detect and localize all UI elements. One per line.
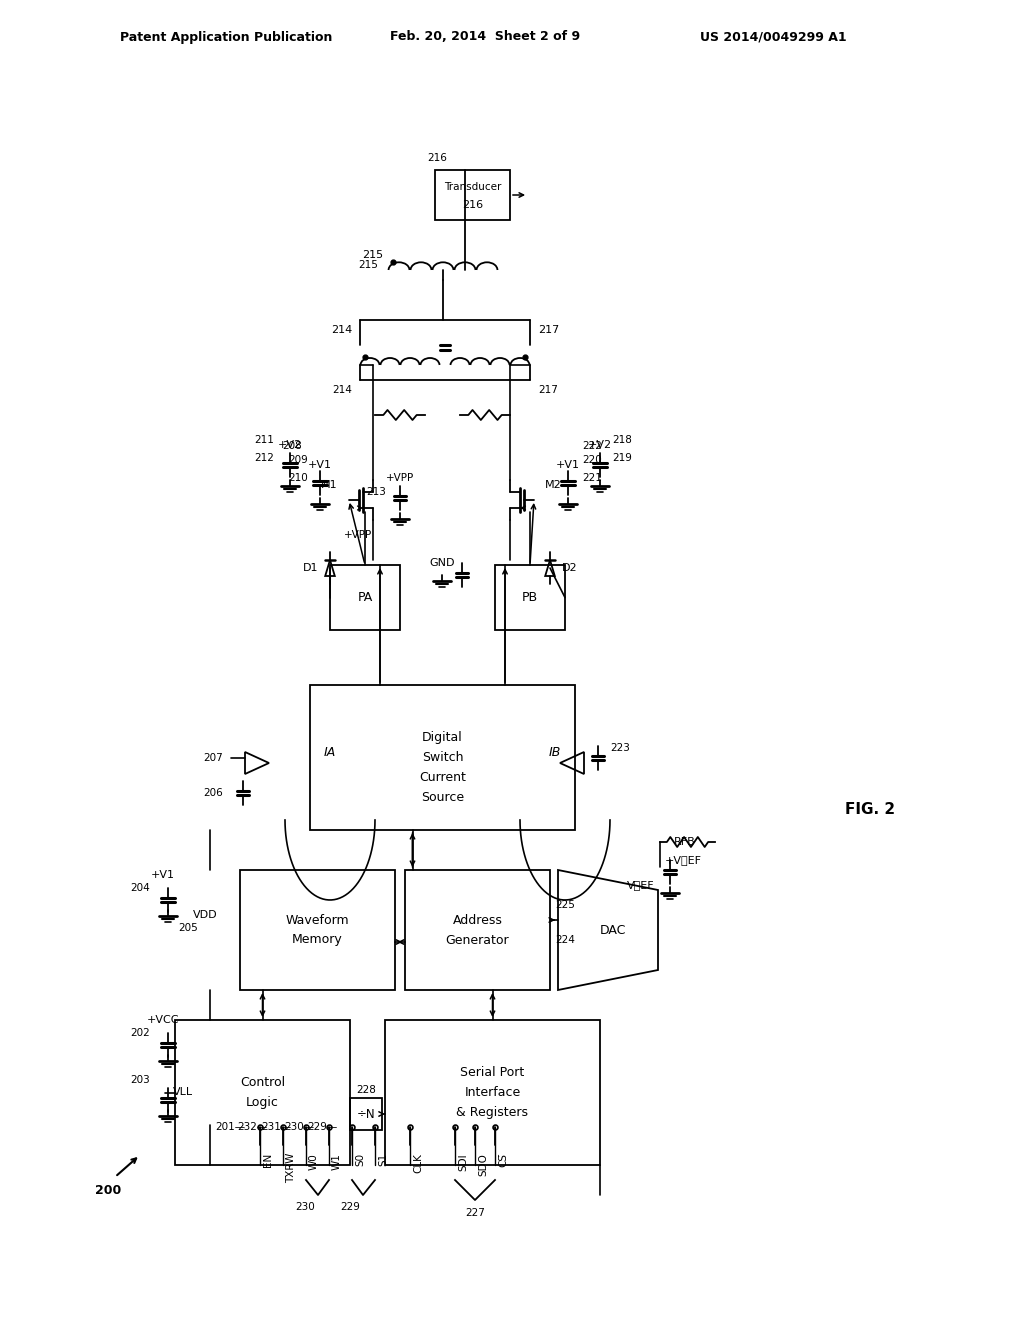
Text: S1: S1 xyxy=(378,1152,388,1167)
Text: Current: Current xyxy=(419,771,466,784)
Text: VDD: VDD xyxy=(193,909,218,920)
Text: Serial Port: Serial Port xyxy=(461,1067,524,1078)
Text: 205: 205 xyxy=(178,923,198,933)
Text: 228: 228 xyxy=(356,1085,376,1096)
Text: Generator: Generator xyxy=(445,933,509,946)
Text: 206: 206 xyxy=(203,788,223,799)
Text: 211: 211 xyxy=(254,436,274,445)
Bar xyxy=(495,565,565,630)
Text: +V1: +V1 xyxy=(308,459,332,470)
Text: 215: 215 xyxy=(358,260,378,271)
Text: V₝EF: V₝EF xyxy=(628,880,655,890)
Text: EN: EN xyxy=(263,1152,273,1167)
Text: +V1: +V1 xyxy=(556,459,580,470)
Text: Waveform: Waveform xyxy=(286,913,349,927)
Text: +V1: +V1 xyxy=(151,870,175,880)
Text: PB: PB xyxy=(522,591,538,605)
Text: 203: 203 xyxy=(130,1074,150,1085)
Text: +V₝EF: +V₝EF xyxy=(665,855,702,865)
Text: Logic: Logic xyxy=(246,1096,279,1109)
Text: 210: 210 xyxy=(288,473,308,483)
Text: +VPP: +VPP xyxy=(344,531,372,540)
Text: 232—: 232— xyxy=(238,1122,268,1133)
Text: TXRW: TXRW xyxy=(286,1152,296,1183)
Text: 213: 213 xyxy=(367,487,386,498)
Text: 230: 230 xyxy=(295,1203,315,1212)
Text: 200: 200 xyxy=(95,1184,121,1196)
Text: 215: 215 xyxy=(361,249,383,260)
Text: 223: 223 xyxy=(610,743,630,752)
Text: 217: 217 xyxy=(538,385,558,395)
Text: Control: Control xyxy=(240,1076,285,1089)
Text: 204: 204 xyxy=(130,883,150,894)
Text: +VCC: +VCC xyxy=(146,1015,179,1026)
Text: Switch: Switch xyxy=(422,751,463,764)
Text: PA: PA xyxy=(357,591,373,605)
Text: W0: W0 xyxy=(309,1152,319,1170)
Text: 219: 219 xyxy=(612,453,632,463)
Text: 208: 208 xyxy=(283,441,302,451)
Text: 229—: 229— xyxy=(307,1122,337,1133)
Text: 231—: 231— xyxy=(261,1122,291,1133)
Text: DAC: DAC xyxy=(600,924,627,936)
Text: IB: IB xyxy=(549,746,561,759)
Text: Source: Source xyxy=(421,791,464,804)
Text: CS̅: CS̅ xyxy=(498,1152,508,1167)
Text: Digital: Digital xyxy=(422,731,463,744)
Bar xyxy=(435,170,510,220)
Text: 212: 212 xyxy=(254,453,274,463)
Text: 214: 214 xyxy=(331,325,352,335)
Text: 216: 216 xyxy=(462,201,483,210)
Text: Feb. 20, 2014  Sheet 2 of 9: Feb. 20, 2014 Sheet 2 of 9 xyxy=(390,30,581,44)
Bar xyxy=(240,870,395,990)
Text: M1: M1 xyxy=(322,480,338,490)
Text: 222: 222 xyxy=(582,441,602,451)
Text: RFB: RFB xyxy=(674,837,696,847)
Text: Address: Address xyxy=(453,913,503,927)
Text: GND: GND xyxy=(429,558,455,568)
Text: 225: 225 xyxy=(555,900,574,909)
Bar xyxy=(385,1020,600,1166)
Text: SDI: SDI xyxy=(458,1152,468,1171)
Text: D1: D1 xyxy=(302,564,318,573)
Text: CLK: CLK xyxy=(413,1152,423,1173)
Text: Patent Application Publication: Patent Application Publication xyxy=(120,30,333,44)
Text: 221: 221 xyxy=(582,473,602,483)
Text: 230—: 230— xyxy=(284,1122,314,1133)
Text: 224: 224 xyxy=(555,935,574,945)
Text: D2: D2 xyxy=(562,564,578,573)
Bar xyxy=(330,565,400,630)
Text: 214: 214 xyxy=(332,385,352,395)
Text: 220: 220 xyxy=(582,455,602,465)
Text: +V2: +V2 xyxy=(278,440,302,450)
Text: +V2: +V2 xyxy=(588,440,612,450)
Text: VLL: VLL xyxy=(173,1086,194,1097)
Text: M2: M2 xyxy=(545,480,562,490)
Text: IA: IA xyxy=(324,746,336,759)
Text: US 2014/0049299 A1: US 2014/0049299 A1 xyxy=(700,30,847,44)
Text: 216: 216 xyxy=(427,153,446,162)
Text: & Registers: & Registers xyxy=(457,1106,528,1119)
Text: 229: 229 xyxy=(340,1203,360,1212)
Bar xyxy=(310,685,575,830)
Text: Transducer: Transducer xyxy=(443,182,501,193)
Text: 202: 202 xyxy=(130,1028,150,1038)
Text: Interface: Interface xyxy=(464,1086,520,1100)
Text: Memory: Memory xyxy=(292,933,343,946)
Text: 209: 209 xyxy=(288,455,308,465)
Text: 201—: 201— xyxy=(215,1122,245,1133)
Text: +VPP: +VPP xyxy=(386,473,414,483)
Text: ÷N: ÷N xyxy=(356,1107,376,1121)
Text: W1: W1 xyxy=(332,1152,342,1170)
Text: 217: 217 xyxy=(538,325,559,335)
Bar xyxy=(175,1020,350,1166)
Text: SDO: SDO xyxy=(478,1152,488,1176)
Bar xyxy=(406,870,550,990)
Text: 227: 227 xyxy=(465,1208,485,1218)
Text: 218: 218 xyxy=(612,436,632,445)
Text: S0: S0 xyxy=(355,1152,365,1166)
Text: 207: 207 xyxy=(203,752,223,763)
Bar xyxy=(350,1098,382,1130)
Text: FIG. 2: FIG. 2 xyxy=(845,803,895,817)
